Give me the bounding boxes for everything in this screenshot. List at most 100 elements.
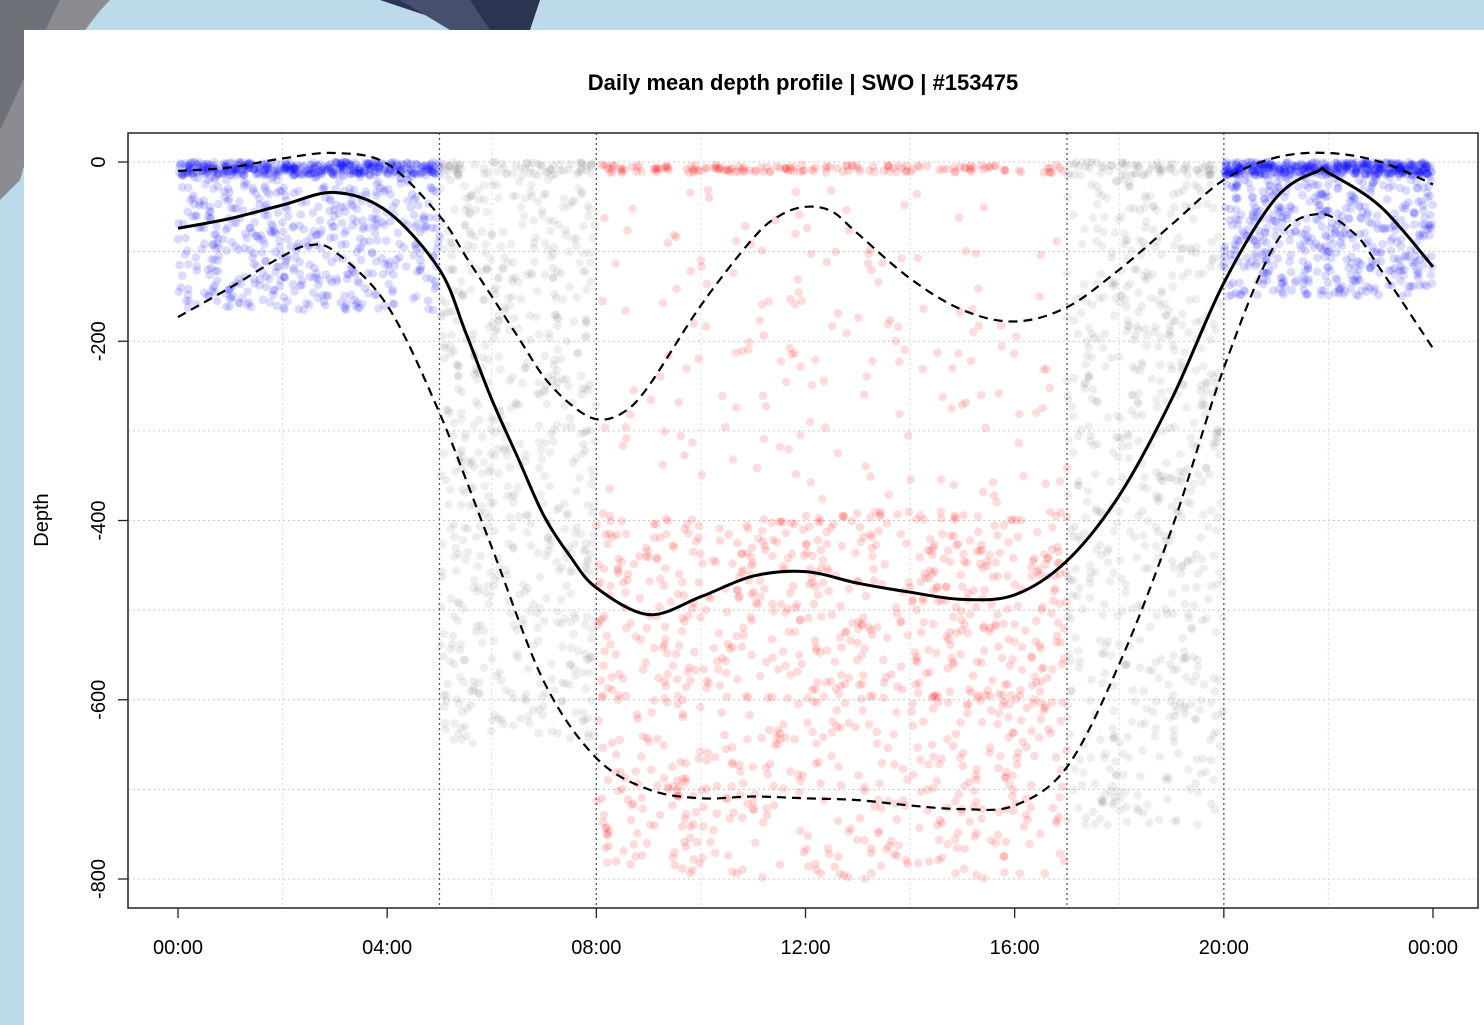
depth-point [191, 253, 201, 262]
depth-point [1012, 760, 1022, 769]
depth-point [579, 546, 588, 555]
depth-point [1115, 352, 1124, 362]
depth-point [325, 194, 335, 203]
depth-point [961, 246, 970, 256]
depth-point [1036, 715, 1046, 724]
depth-point [277, 186, 286, 196]
depth-point [395, 162, 405, 171]
depth-point [1117, 291, 1127, 301]
depth-point [295, 269, 305, 279]
depth-point [710, 752, 720, 762]
depth-point [242, 233, 251, 243]
depth-point [892, 707, 901, 717]
depth-point [1220, 242, 1230, 251]
depth-point [474, 689, 483, 699]
depth-point [1065, 730, 1074, 739]
depth-point [974, 284, 983, 294]
depth-point [558, 678, 567, 687]
depth-point [472, 532, 481, 541]
depth-point [259, 160, 269, 169]
chart-title: Daily mean depth profile | SWO | #153475 [588, 70, 1018, 95]
depth-point [385, 257, 394, 267]
depth-point [418, 161, 428, 171]
depth-point [1040, 869, 1050, 878]
depth-point [806, 478, 815, 487]
depth-point [1189, 479, 1198, 489]
depth-point [1003, 680, 1012, 689]
depth-point [529, 243, 539, 253]
depth-point [1240, 175, 1250, 185]
depth-point [563, 510, 572, 520]
depth-point [366, 164, 376, 173]
depth-point [1414, 197, 1423, 206]
depth-point [314, 275, 324, 285]
depth-point [268, 290, 278, 300]
depth-point [875, 779, 884, 788]
depth-point [373, 214, 382, 223]
depth-point [696, 549, 705, 559]
depth-point [929, 752, 938, 762]
depth-point [308, 168, 318, 177]
depth-point [306, 160, 316, 169]
depth-point [337, 161, 347, 170]
depth-point [698, 559, 707, 568]
depth-point [248, 186, 258, 195]
depth-point [913, 859, 923, 868]
depth-point [565, 414, 575, 423]
depth-point [1239, 229, 1249, 239]
depth-point [785, 294, 795, 304]
depth-point [523, 664, 533, 674]
depth-point [586, 160, 596, 169]
depth-point [211, 266, 220, 276]
depth-point [587, 539, 597, 548]
depth-point [1409, 220, 1419, 229]
depth-point [329, 167, 339, 176]
depth-point [847, 516, 857, 526]
depth-point [291, 253, 301, 262]
depth-point [924, 645, 933, 655]
depth-point [494, 469, 503, 478]
depth-point [262, 199, 272, 209]
depth-point [320, 182, 329, 191]
depth-point [526, 188, 536, 197]
depth-point [392, 255, 401, 264]
depth-point [560, 614, 569, 623]
depth-point [936, 514, 946, 523]
depth-point [511, 272, 520, 282]
depth-point [646, 395, 656, 405]
depth-point [1333, 209, 1342, 218]
depth-point [586, 549, 595, 559]
depth-point [933, 348, 942, 358]
depth-point [341, 239, 350, 249]
depth-point [309, 273, 319, 282]
depth-point [259, 166, 269, 176]
depth-point [1401, 186, 1411, 195]
depth-point [631, 632, 641, 642]
depth-point [332, 277, 342, 286]
depth-point [1063, 574, 1073, 584]
depth-point [1137, 301, 1146, 311]
depth-point [332, 274, 342, 283]
depth-point [289, 188, 299, 198]
depth-point [625, 410, 635, 419]
depth-point [1362, 282, 1372, 291]
depth-point [655, 810, 665, 820]
depth-point [176, 160, 185, 169]
depth-point [465, 227, 475, 236]
depth-point [182, 162, 191, 172]
depth-point [831, 684, 840, 693]
depth-point [515, 439, 524, 449]
depth-point [1202, 199, 1212, 209]
depth-point [844, 584, 854, 594]
depth-point [353, 164, 363, 173]
depth-point [862, 372, 872, 381]
depth-point [386, 217, 395, 226]
depth-point [477, 638, 487, 647]
depth-point [1115, 738, 1124, 748]
depth-point [1040, 703, 1050, 713]
depth-point [520, 587, 530, 596]
depth-point [506, 239, 516, 249]
depth-point [1008, 553, 1018, 563]
depth-point [642, 623, 652, 633]
depth-point [857, 650, 866, 660]
